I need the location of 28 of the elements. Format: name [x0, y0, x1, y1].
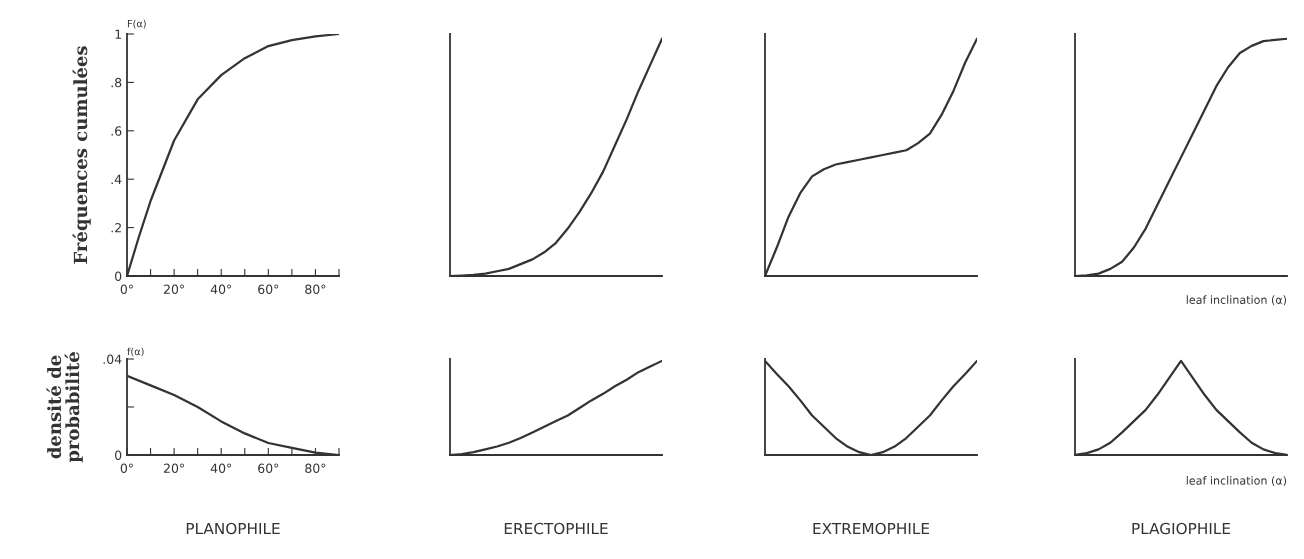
y-tick-label: 1	[115, 29, 121, 39]
y-tick-label: .2	[111, 223, 121, 233]
x-tick-label: 80°	[305, 463, 326, 474]
x-tick-label: 40°	[210, 463, 232, 474]
y-tick-label: 0	[115, 271, 122, 281]
y-tick-label: .6	[111, 126, 122, 136]
text: PLANOPHILE	[186, 522, 280, 535]
text: PLAGIOPHILE	[1132, 522, 1231, 535]
y-tick-label: 0	[115, 450, 122, 460]
x-tick-label: 0°	[120, 463, 133, 474]
x-axis-title: leaf inclination (α)	[1186, 476, 1287, 487]
x-tick-label: 20°	[163, 284, 184, 295]
y-tick-label: .4	[111, 174, 122, 184]
text: EXTREMOPHILE	[813, 522, 930, 535]
x-tick-label: 60°	[258, 463, 279, 474]
y-axis-title: densité de probabilité	[46, 352, 83, 463]
x-tick-label: 60°	[258, 284, 279, 295]
x-tick-label: 20°	[163, 463, 184, 474]
y-tick-label: .04	[103, 354, 122, 364]
y-axis-title: Fréquences cumulées	[72, 46, 91, 264]
text: f(α)	[127, 347, 144, 357]
x-tick-label: 40°	[210, 284, 232, 295]
x-tick-label: 80°	[305, 284, 326, 295]
y-tick-label: .8	[111, 77, 122, 88]
x-tick-label: 0°	[120, 284, 133, 295]
x-axis-title: leaf inclination (α)	[1186, 295, 1287, 306]
text: F(α)	[127, 19, 146, 29]
text: ERECTOPHILE	[504, 522, 608, 535]
